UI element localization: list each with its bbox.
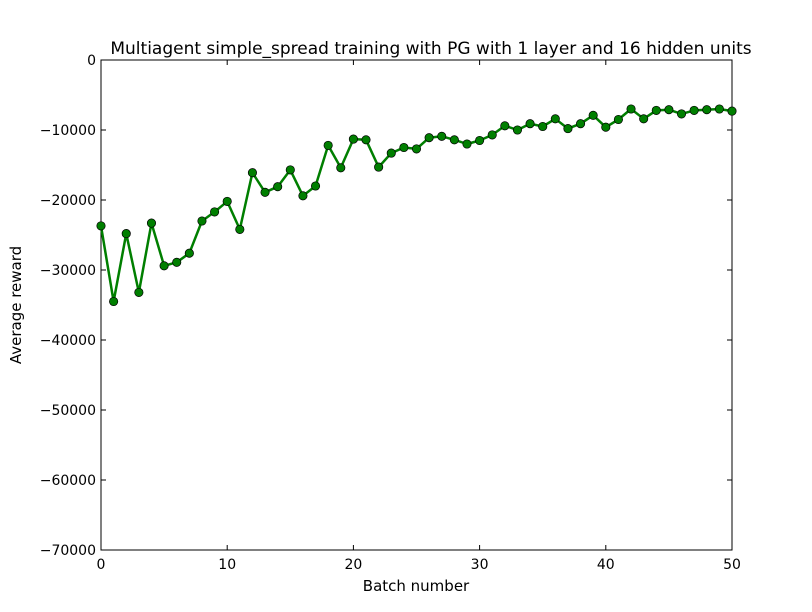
data-point xyxy=(411,144,422,154)
data-point xyxy=(285,165,295,175)
chart-title: Multiagent simple_spread training with P… xyxy=(110,39,751,59)
data-point xyxy=(310,181,321,191)
data-point xyxy=(475,135,485,146)
y-tick-label: −20000 xyxy=(40,193,96,209)
data-point xyxy=(323,140,333,150)
data-point xyxy=(689,105,699,115)
data-point xyxy=(121,229,131,239)
plot-frame xyxy=(100,59,733,551)
data-point xyxy=(424,133,434,143)
data-point xyxy=(247,168,257,178)
data-point xyxy=(651,105,661,115)
data-point xyxy=(222,196,232,206)
data-point xyxy=(260,187,270,197)
data-point xyxy=(298,191,308,201)
data-point xyxy=(184,248,194,258)
data-point xyxy=(714,104,724,114)
data-point xyxy=(361,135,371,145)
y-axis-label: Average reward xyxy=(7,246,25,364)
x-tick-label: 0 xyxy=(97,557,106,573)
data-point xyxy=(336,163,346,173)
data-point xyxy=(500,121,510,131)
data-point xyxy=(727,106,737,116)
data-point xyxy=(525,119,535,129)
data-point xyxy=(538,121,548,132)
data-point xyxy=(601,122,611,132)
data-point xyxy=(702,105,712,115)
y-tick-label: −40000 xyxy=(40,333,96,349)
y-tick-label: 0 xyxy=(87,53,96,69)
data-point xyxy=(449,135,459,145)
data-point xyxy=(576,119,586,129)
data-point xyxy=(487,130,497,140)
data-point xyxy=(273,182,283,192)
x-tick-label: 20 xyxy=(344,557,362,573)
data-point xyxy=(613,114,623,125)
x-tick-label: 10 xyxy=(218,557,236,573)
data-point xyxy=(550,114,560,124)
data-point xyxy=(197,216,207,226)
data-point xyxy=(437,131,447,141)
data-point xyxy=(109,296,119,307)
x-tick-label: 40 xyxy=(597,557,615,573)
y-axis-ticks: 0 −10000 −20000 −30000 −40000 −50000 −60000 −70… xyxy=(40,53,732,559)
data-point xyxy=(146,218,157,228)
data-point xyxy=(588,110,598,120)
data-point xyxy=(462,139,472,149)
x-tick-label: 50 xyxy=(723,557,741,573)
data-point xyxy=(399,142,409,153)
data-point xyxy=(374,162,384,172)
y-tick-label: −10000 xyxy=(40,123,96,139)
data-point xyxy=(664,105,674,115)
data-point xyxy=(134,287,144,297)
y-tick-label: −70000 xyxy=(40,543,96,559)
y-tick-label: −60000 xyxy=(40,473,96,489)
data-point xyxy=(348,134,358,144)
data-point xyxy=(96,221,106,231)
series-layer xyxy=(96,104,737,307)
y-tick-label: −50000 xyxy=(40,403,96,419)
data-point xyxy=(386,148,396,158)
data-point xyxy=(563,124,573,134)
data-point xyxy=(172,257,182,267)
data-point xyxy=(512,125,523,135)
data-point xyxy=(210,207,220,217)
data-point xyxy=(639,114,649,124)
data-point xyxy=(626,104,636,114)
y-tick-label: −30000 xyxy=(40,263,96,279)
data-point xyxy=(235,224,245,234)
x-tick-label: 30 xyxy=(471,557,489,573)
data-point xyxy=(159,261,169,271)
data-point xyxy=(676,109,687,119)
x-axis-label: Batch number xyxy=(363,577,470,595)
x-axis-ticks: 0 10 20 30 40 50 xyxy=(97,60,741,573)
